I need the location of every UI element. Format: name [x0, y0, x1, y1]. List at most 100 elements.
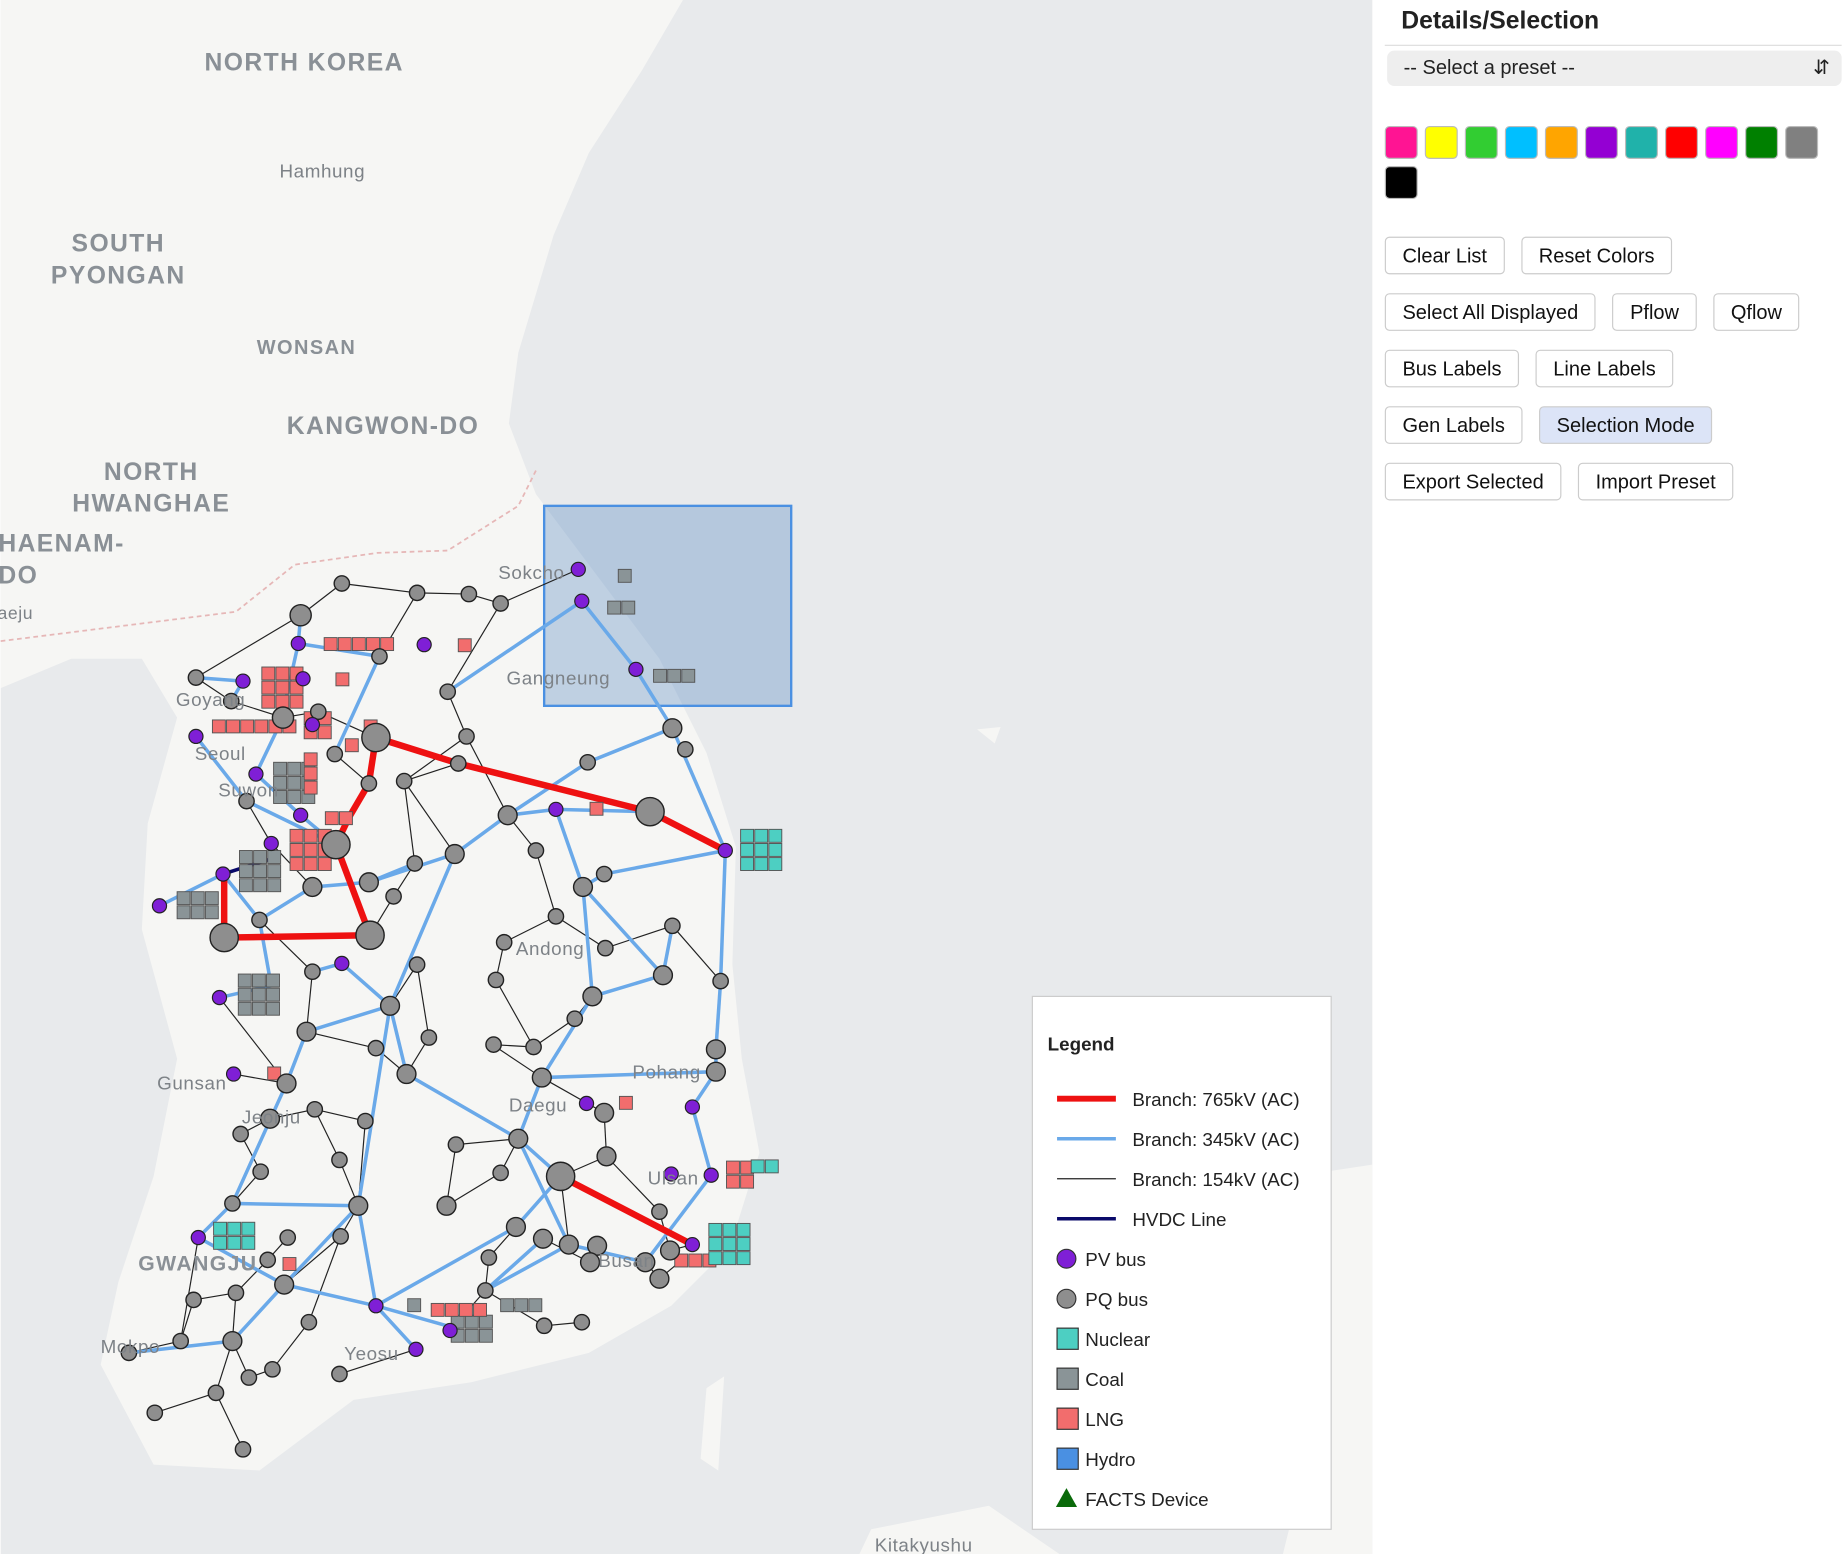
generator[interactable] — [253, 878, 268, 893]
generator[interactable] — [457, 638, 472, 653]
pq-bus[interactable] — [505, 1216, 527, 1238]
generator[interactable] — [653, 668, 667, 683]
generator[interactable] — [227, 1221, 242, 1236]
generator[interactable] — [667, 668, 682, 683]
color-swatch[interactable] — [1384, 125, 1418, 159]
generator[interactable] — [768, 857, 783, 871]
generator[interactable] — [241, 1221, 256, 1236]
pq-bus[interactable] — [209, 922, 240, 953]
generator[interactable] — [303, 857, 318, 871]
generator[interactable] — [458, 1302, 473, 1317]
generator[interactable] — [266, 1001, 280, 1016]
pq-bus[interactable] — [264, 1360, 281, 1378]
generator[interactable] — [335, 672, 350, 687]
pq-bus[interactable] — [705, 1061, 727, 1082]
generator[interactable] — [303, 828, 318, 843]
pq-bus[interactable] — [361, 722, 391, 753]
pq-bus[interactable] — [447, 1136, 465, 1153]
pq-bus[interactable] — [185, 1291, 202, 1309]
generator[interactable] — [213, 1235, 228, 1250]
pq-bus[interactable] — [531, 1067, 552, 1088]
pq-bus[interactable] — [566, 1010, 584, 1028]
generator[interactable] — [736, 1251, 751, 1266]
pv-bus[interactable] — [211, 989, 228, 1006]
pq-bus[interactable] — [508, 1128, 529, 1149]
generator[interactable] — [266, 987, 280, 1002]
pq-bus[interactable] — [296, 1021, 317, 1042]
pv-bus[interactable] — [215, 866, 231, 882]
generator[interactable] — [287, 761, 302, 776]
pv-bus[interactable] — [248, 766, 264, 782]
pq-bus[interactable] — [222, 1330, 243, 1352]
generator[interactable] — [289, 828, 304, 843]
pq-bus[interactable] — [712, 972, 729, 990]
generator[interactable] — [768, 842, 783, 857]
generator[interactable] — [323, 637, 338, 652]
generator[interactable] — [239, 878, 253, 893]
generator[interactable] — [204, 905, 219, 920]
generator[interactable] — [768, 828, 783, 843]
color-swatch[interactable] — [1384, 166, 1418, 199]
color-swatch[interactable] — [1705, 125, 1739, 159]
pq-bus[interactable] — [300, 1313, 318, 1331]
generator[interactable] — [750, 1159, 765, 1174]
generator[interactable] — [303, 766, 318, 781]
pq-bus[interactable] — [238, 792, 255, 810]
generator[interactable] — [287, 775, 302, 790]
generator[interactable] — [464, 1314, 479, 1329]
pq-bus[interactable] — [449, 755, 467, 772]
generator[interactable] — [289, 694, 304, 709]
pq-bus[interactable] — [487, 971, 505, 989]
pq-bus[interactable] — [705, 1039, 727, 1060]
pq-bus[interactable] — [662, 718, 683, 739]
button[interactable]: Export Selected — [1384, 462, 1562, 501]
generator[interactable] — [273, 790, 288, 804]
pq-bus[interactable] — [146, 1404, 164, 1422]
generator[interactable] — [478, 1328, 493, 1343]
generator[interactable] — [303, 780, 318, 795]
pq-bus[interactable] — [458, 728, 475, 745]
button[interactable]: Select All Displayed — [1384, 293, 1596, 331]
generator[interactable] — [204, 891, 219, 906]
generator[interactable] — [473, 1302, 487, 1317]
generator[interactable] — [266, 973, 280, 988]
color-swatch[interactable] — [1624, 125, 1658, 159]
pq-bus[interactable] — [495, 933, 513, 951]
pv-bus[interactable] — [188, 728, 204, 745]
pq-bus[interactable] — [460, 585, 478, 603]
pv-bus[interactable] — [548, 801, 564, 817]
generator[interactable] — [190, 891, 205, 906]
generator[interactable] — [237, 987, 252, 1002]
pq-bus[interactable] — [547, 908, 565, 925]
generator[interactable] — [253, 850, 268, 864]
generator[interactable] — [317, 857, 332, 871]
generator[interactable] — [722, 1222, 737, 1237]
pv-bus[interactable] — [295, 671, 311, 687]
pv-bus[interactable] — [293, 807, 309, 823]
pq-bus[interactable] — [572, 876, 594, 898]
pq-bus[interactable] — [302, 876, 323, 898]
pv-bus[interactable] — [190, 1229, 206, 1246]
generator[interactable] — [726, 1174, 740, 1189]
pq-bus[interactable] — [385, 888, 402, 905]
generator[interactable] — [273, 761, 288, 776]
generator[interactable] — [267, 1066, 282, 1081]
pv-bus[interactable] — [368, 1298, 384, 1314]
generator[interactable] — [303, 842, 318, 857]
pq-bus[interactable] — [395, 772, 413, 790]
pq-bus[interactable] — [439, 683, 457, 701]
generator[interactable] — [251, 973, 266, 988]
generator[interactable] — [227, 1235, 242, 1250]
pq-bus[interactable] — [532, 1228, 554, 1249]
button[interactable]: Reset Colors — [1521, 236, 1673, 275]
generator[interactable] — [478, 1314, 493, 1329]
generator[interactable] — [251, 987, 266, 1002]
pv-bus[interactable] — [235, 673, 251, 689]
generator[interactable] — [754, 857, 769, 871]
button[interactable]: Selection Mode — [1538, 406, 1713, 444]
pq-bus[interactable] — [492, 595, 509, 612]
generator[interactable] — [211, 719, 226, 734]
generator[interactable] — [261, 666, 276, 681]
pq-bus[interactable] — [358, 872, 379, 893]
pq-bus[interactable] — [279, 1229, 297, 1246]
